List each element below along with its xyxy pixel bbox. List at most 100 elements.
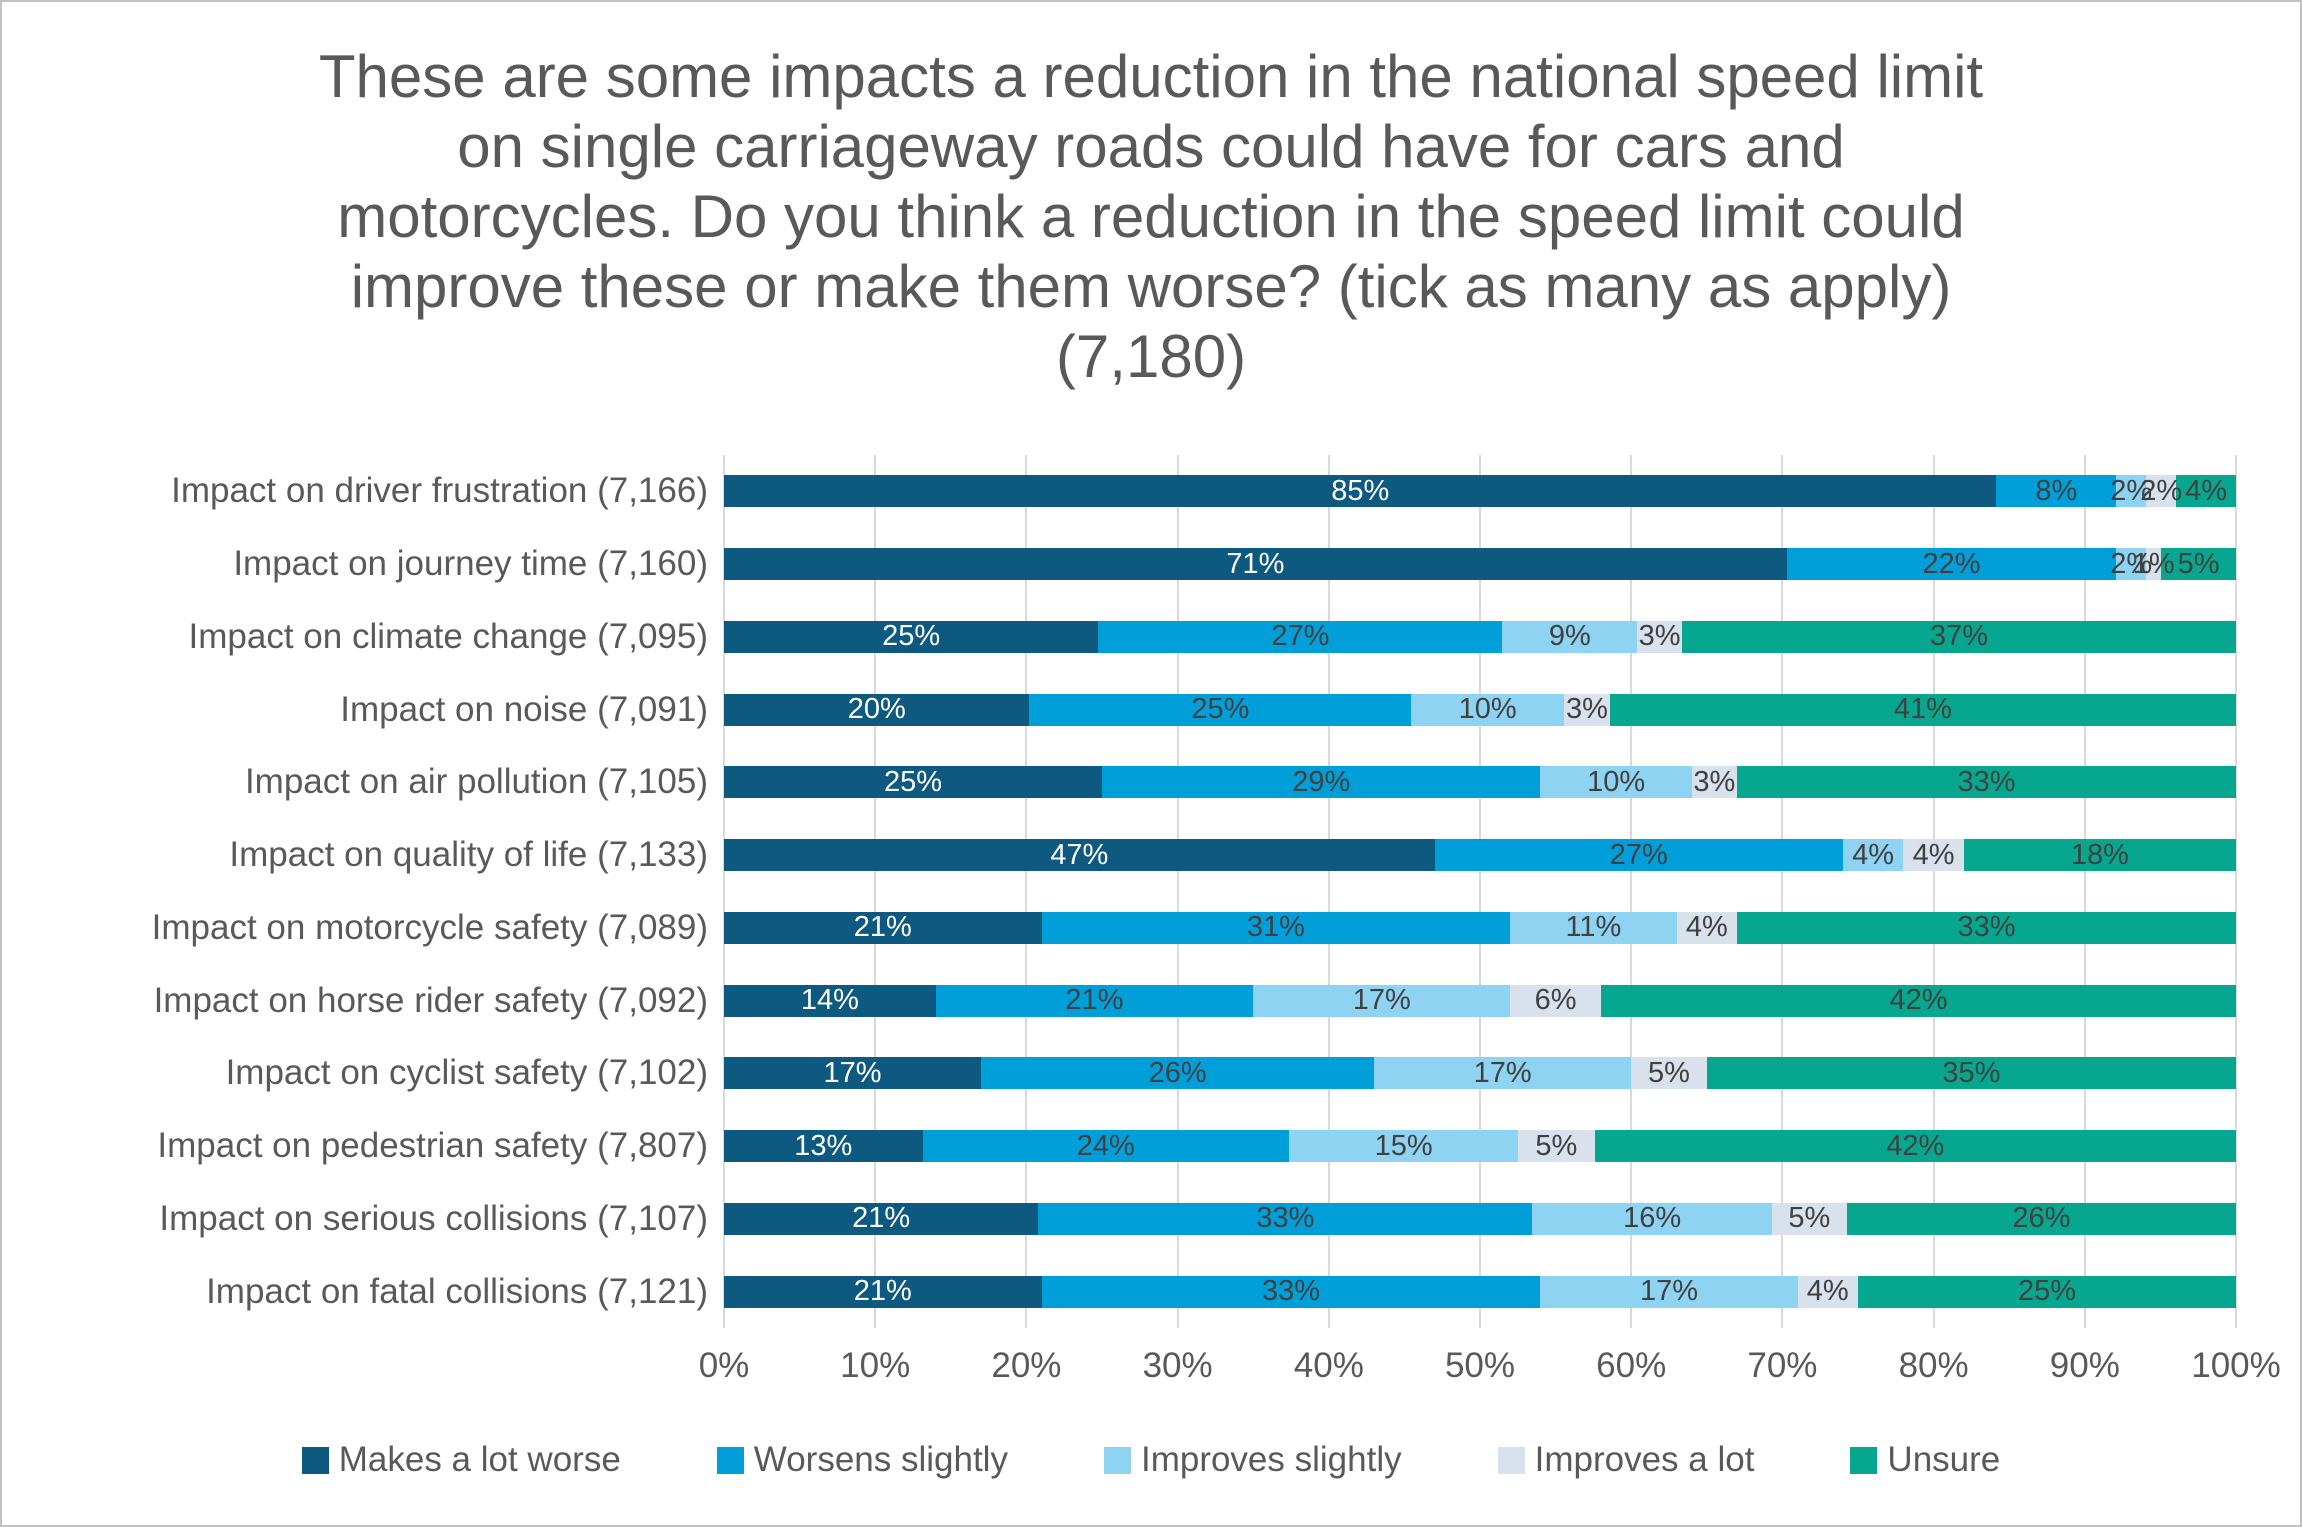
bar-row: 21% 33% 16% 5% 26% [724,1183,2236,1256]
category-label: Impact on fatal collisions (7,121) [206,1271,708,1311]
gridline [723,455,725,1328]
stacked-bar: 20% 25% 10% 3% 41% [724,693,2236,726]
x-axis-tick: 70% [1747,1346,1818,1385]
value-label: 2% [2110,547,2153,580]
value-label: 4% [1912,838,1955,871]
legend-item-worsens-slightly: Worsens slightly [716,1440,1008,1480]
gridline [2235,455,2237,1328]
bar-row: 85% 8% 2% 2% 4% [724,455,2236,528]
legend-item-improves-slightly: Improves slightly [1103,1440,1402,1480]
bar-segment: 27% [1098,620,1503,653]
stacked-bar: 21% 33% 17% 4% 25% [724,1275,2236,1308]
category-label: Impact on journey time (7,160) [233,544,708,584]
value-label: 18% [2070,838,2129,871]
value-label: 25% [883,765,943,798]
value-label: 71% [1226,547,1285,580]
bar-segment: 16% [1532,1202,1772,1235]
stacked-bar: 17% 26% 17% 5% 35% [724,1056,2237,1090]
bar-segment: 17% [724,1057,982,1090]
value-label: 17% [1473,1056,1532,1089]
bar-segment: 9% [1502,620,1638,653]
value-label: 17% [1352,984,1411,1017]
bar-segment: 25% [1029,693,1412,726]
value-label: 20% [847,693,906,726]
category-label: Impact on horse rider safety (7,092) [153,980,708,1020]
bar-row: 47% 27% 4% 4% 18% [724,819,2236,892]
gridline [874,455,877,1328]
bar-segment: 27% [1434,839,1843,872]
bar-segment: 21% [724,911,1042,944]
bar-segment: 21% [724,1275,1042,1308]
bar-row: 21% 31% 11% 4% 33% [724,892,2236,965]
bar-segment: 4% [1797,1275,1858,1308]
value-label: 5% [2177,547,2220,580]
gridline [1630,455,1633,1328]
gridline [2083,455,2086,1328]
bar-segment: 15% [1289,1130,1519,1163]
bar-rows: 85% 8% 2% 2% 4% 71% 22% 2% 1% 5% 25% 27% 9% 3% 37% 20% 2… [724,455,2237,1328]
gridline [1327,455,1330,1328]
bar-segment: 3% [1637,620,1683,653]
value-label: 21% [853,1275,912,1308]
stacked-bar: 21% 31% 11% 4% 33% [724,911,2236,944]
value-label: 26% [1148,1056,1207,1089]
value-label: 41% [1893,693,1952,726]
bar-segment: 13% [724,1130,923,1163]
bar-segment: 2% [2140,475,2182,508]
gridline [1479,455,1481,1328]
bar-row: 20% 25% 10% 3% 41% [724,673,2236,746]
bar-segment: 26% [1846,1202,2236,1235]
category-label: Impact on serious collisions (7,107) [159,1198,708,1238]
value-label: 17% [1639,1275,1699,1308]
bar-segment: 37% [1682,620,2236,653]
x-axis-tick: 0% [698,1346,750,1385]
value-label: 4% [1852,838,1895,871]
bar-segment: 1% [2133,548,2175,581]
bar-segment: 21% [724,1202,1039,1235]
gridline [1025,455,1028,1328]
legend-swatch-worsens-slightly [716,1446,744,1474]
category-axis: Impact on driver frustration (7,166) Impa… [2,455,708,1328]
value-label: 4% [2185,474,2227,507]
category-label: Impact on noise (7,091) [340,689,708,729]
bar-segment: 47% [724,839,1435,872]
bar-segment: 31% [1041,911,1511,944]
x-axis: 0% 10% 20% 30% 40% 50% 60% 70% 80% 90% 100% [699,1346,2281,1396]
bar-segment: 2% [2110,475,2152,508]
x-axis-tick: 100% [2191,1346,2281,1385]
value-label: 21% [853,911,912,944]
category-label: Impact on pedestrian safety (7,807) [157,1126,708,1166]
value-label: 33% [1957,765,2016,798]
value-label: 26% [2012,1202,2071,1235]
stacked-bar: 85% 8% 2% 2% 4% [724,474,2236,508]
bar-segment: 10% [1540,766,1692,799]
legend-label: Worsens slightly [753,1440,1008,1479]
value-label: 4% [1685,911,1728,944]
value-label: 21% [1065,984,1124,1017]
value-label: 3% [1693,765,1736,798]
bar-segment: 33% [1737,911,2236,944]
x-axis-tick: 10% [840,1346,911,1385]
value-label: 42% [1886,1129,1945,1162]
value-label: 21% [852,1202,911,1235]
gridline [1932,455,1935,1328]
x-axis-tick: 80% [1898,1346,1969,1385]
value-label: 10% [1458,693,1517,726]
bar-segment: 25% [724,620,1099,653]
bar-segment: 5% [1771,1202,1847,1235]
bar-segment: 14% [724,984,936,1017]
category-label: Impact on driver frustration (7,166) [171,471,708,511]
value-label: 3% [1638,620,1681,653]
bar-segment: 71% [724,547,1787,581]
x-axis-tick: 40% [1293,1346,1364,1385]
bar-segment: 17% [1374,1056,1632,1090]
x-axis-tick: 30% [1142,1346,1213,1385]
legend-label: Unsure [1887,1440,2001,1479]
legend-item-improves-a-lot: Improves a lot [1497,1440,1754,1480]
category-label: Impact on quality of life (7,133) [229,835,708,875]
bar-row: 17% 26% 17% 5% 35% [724,1037,2237,1110]
bar-row: 14% 21% 17% 6% 42% [724,964,2237,1037]
bar-segment: 4% [1676,911,1738,944]
legend-swatch-unsure [1850,1446,1878,1474]
legend-swatch-improves-slightly [1103,1446,1131,1474]
